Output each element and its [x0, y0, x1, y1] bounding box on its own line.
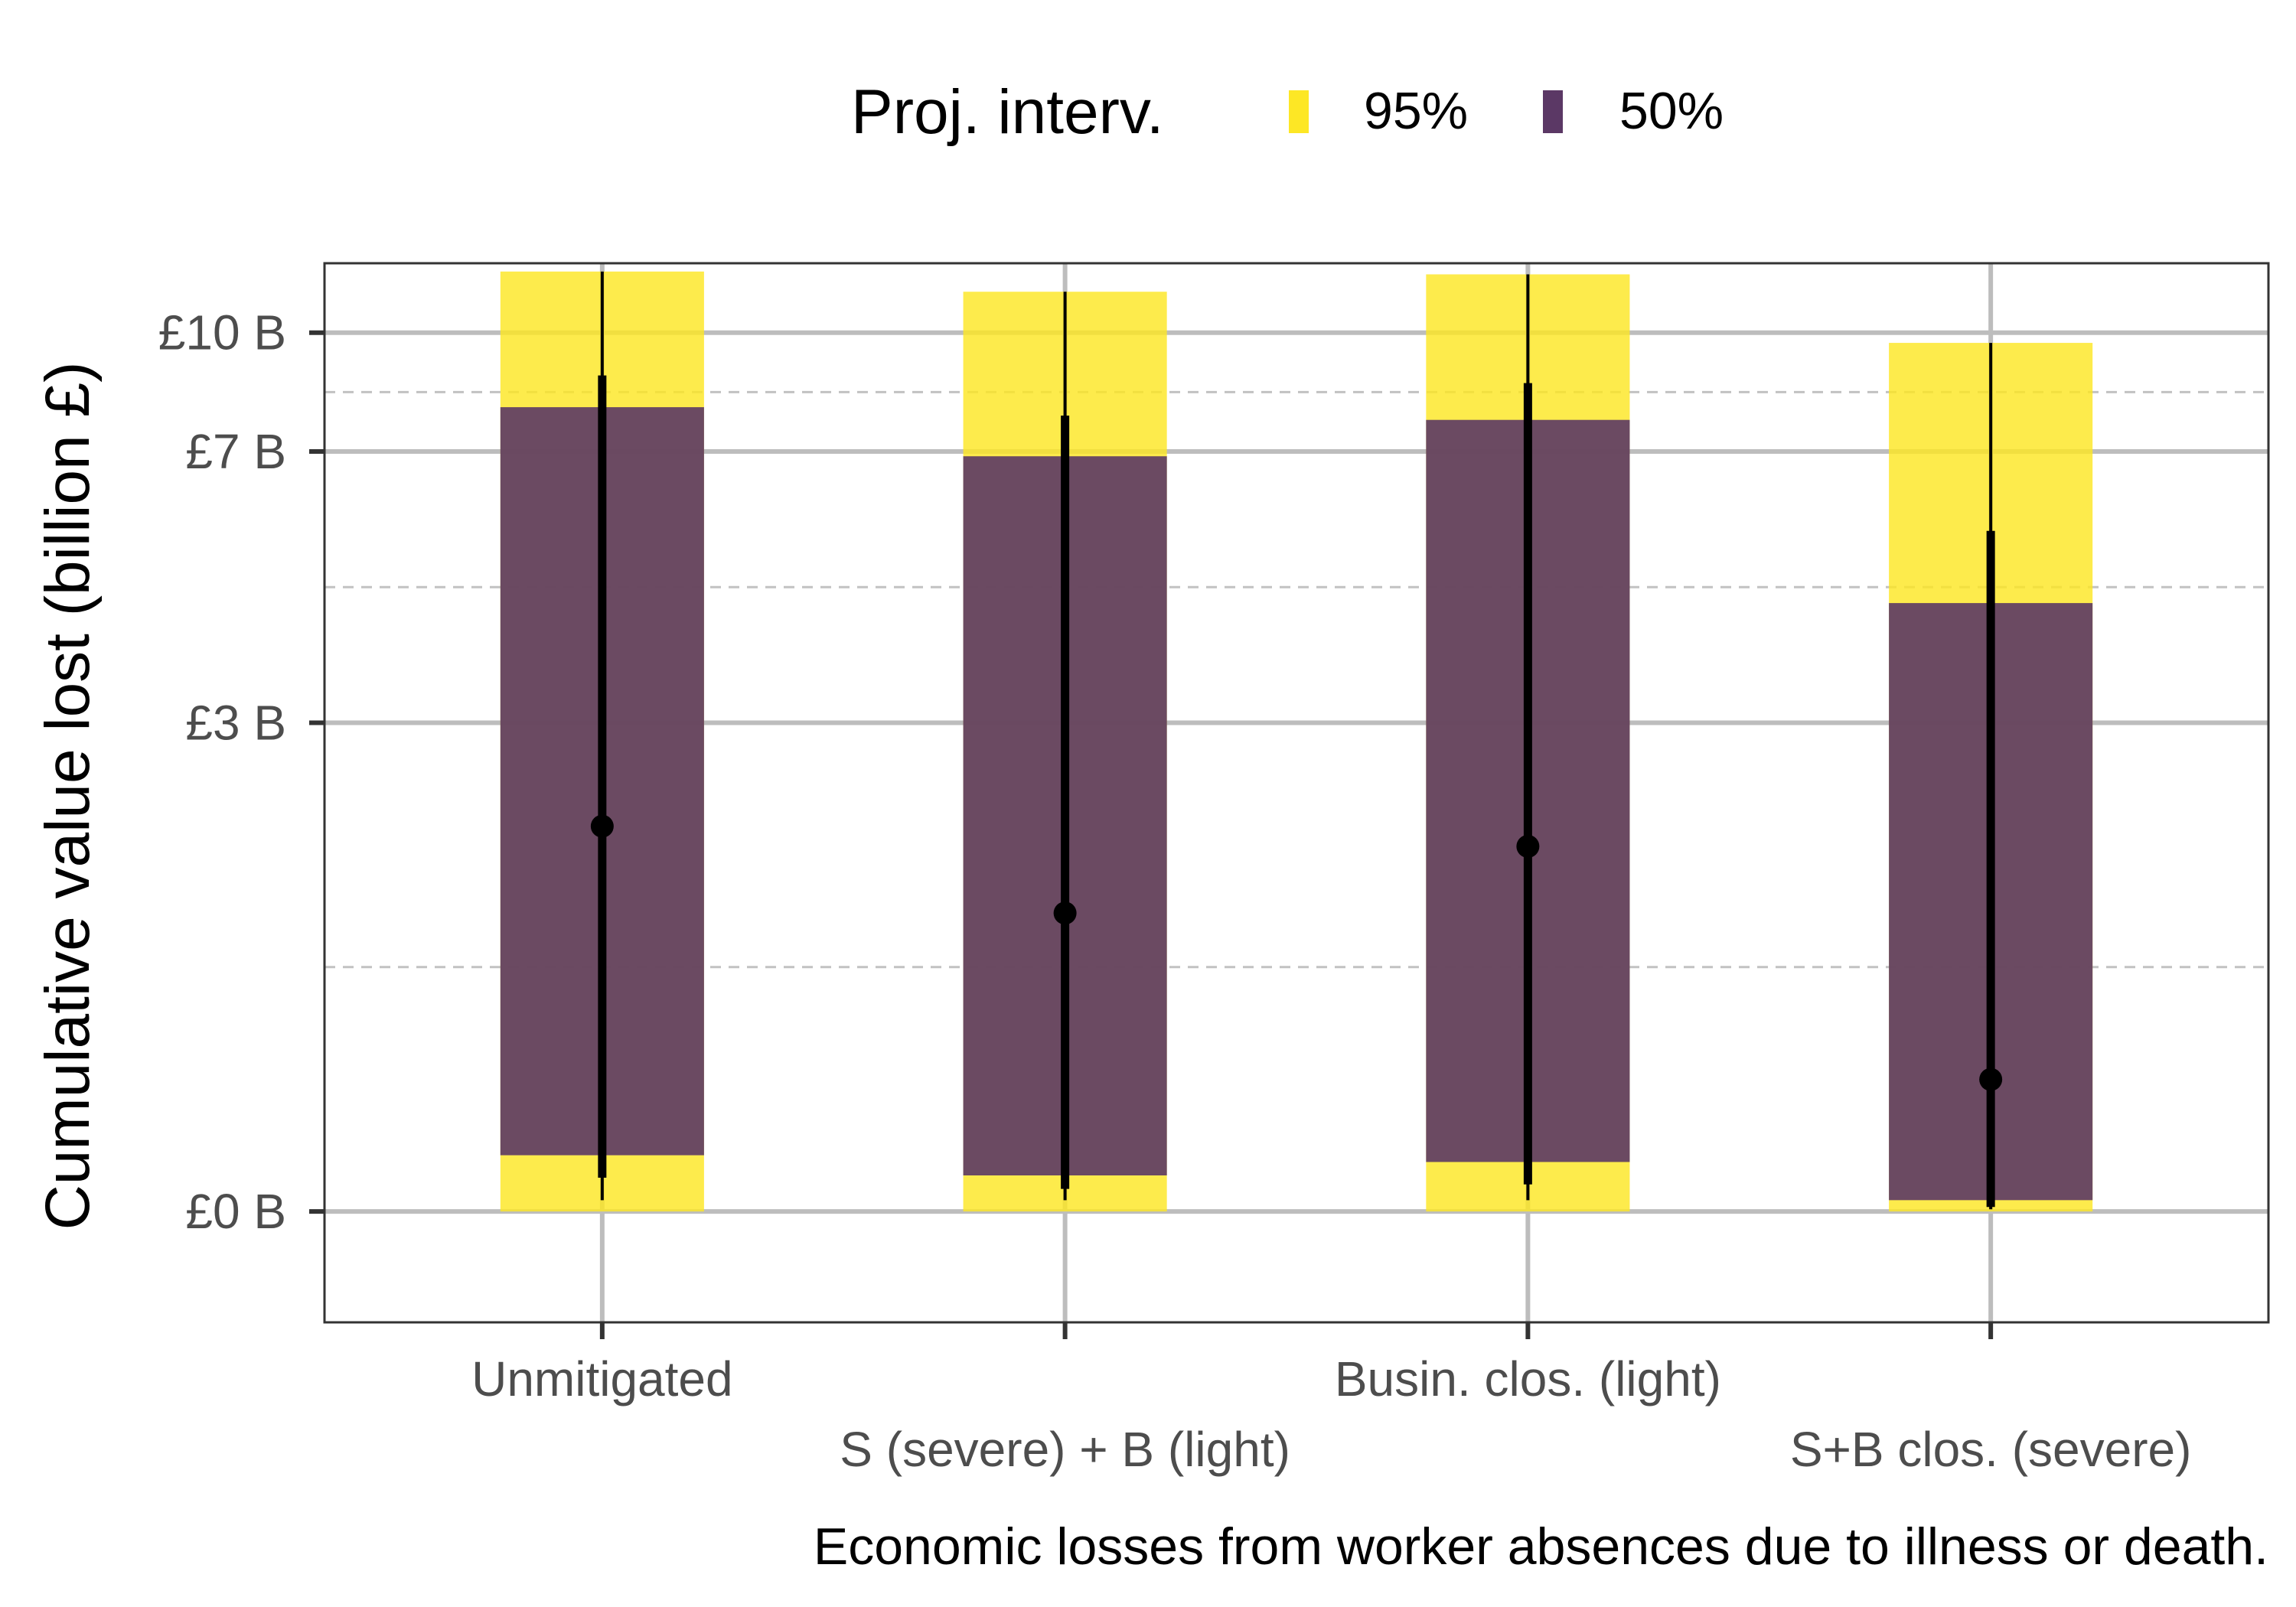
point-ranges [590, 271, 2003, 1210]
x-axis: Unmitigated S (severe) + B (light) Busin. … [471, 1322, 2191, 1477]
legend-label: 95% [1364, 82, 1468, 140]
legend: Proj. interv. 95% 50% [851, 77, 1724, 147]
x-tick-label: S (severe) + B (light) [840, 1422, 1290, 1477]
caption: Economic losses from worker absences due… [814, 1517, 2268, 1576]
median-point [590, 814, 614, 838]
median-point [1979, 1068, 2003, 1091]
legend-key [1543, 90, 1563, 133]
legend-key [1289, 90, 1309, 133]
y-axis: £0 B £3 B £7 B £10 B [158, 305, 325, 1239]
y-tick-label: £3 B [185, 695, 286, 750]
y-tick-label: £0 B [185, 1184, 286, 1239]
legend-label: 50% [1619, 82, 1724, 140]
y-axis-title: Cumulative value lost (billion £) [33, 362, 103, 1231]
x-tick-label: Busin. clos. (light) [1335, 1351, 1721, 1407]
median-point [1053, 901, 1077, 925]
legend-title: Proj. interv. [851, 77, 1164, 147]
y-tick-label: £7 B [185, 424, 286, 479]
x-tick-label: S+B clos. (severe) [1790, 1422, 2192, 1477]
plot-border [323, 262, 2270, 1324]
x-tick-label: Unmitigated [471, 1351, 733, 1407]
y-tick-label: £10 B [158, 305, 286, 360]
median-point [1516, 835, 1540, 859]
